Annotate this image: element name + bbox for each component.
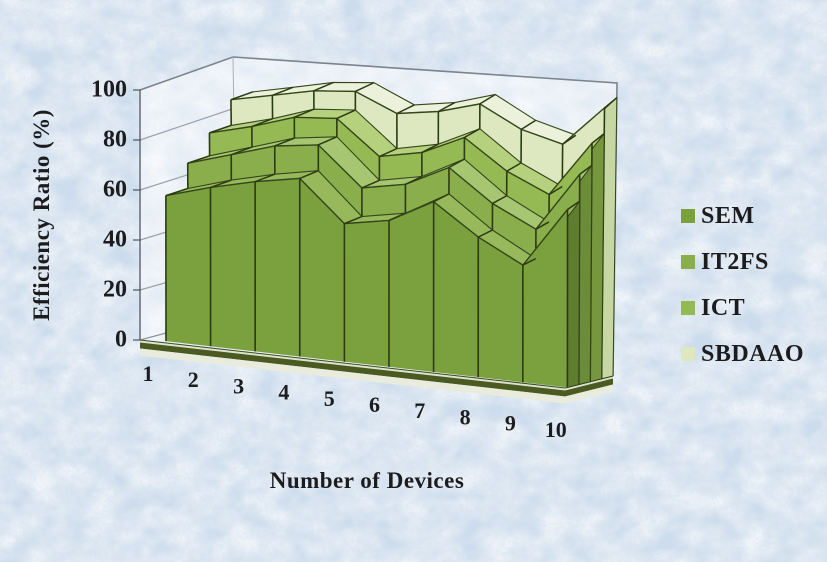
- divider-top: [230, 91, 253, 101]
- y-tick-label-80: 80: [103, 127, 127, 153]
- y-tick-label-100: 100: [91, 77, 127, 103]
- x-tick-label-8: 8: [460, 404, 471, 429]
- divider-top: [506, 162, 522, 172]
- divider-top: [165, 187, 189, 197]
- divider-top: [299, 170, 319, 180]
- y-tick-label-20: 20: [103, 277, 127, 303]
- legend-label-SBDAAO: SBDAAO: [701, 340, 805, 367]
- x-tick-label-10: 10: [545, 417, 567, 442]
- legend-label-IT2FS: IT2FS: [701, 248, 769, 275]
- x-tick-label-9: 9: [505, 411, 516, 436]
- divider-top: [567, 200, 581, 211]
- legend-swatch-ICT: [681, 301, 695, 315]
- legend-item-ICT: ICT: [681, 285, 804, 331]
- x-tick-label-7: 7: [414, 398, 425, 423]
- legend-swatch-SBDAAO: [681, 347, 695, 361]
- ribbon-SEM: [165, 170, 581, 389]
- floor-edge-shadow: [140, 342, 613, 397]
- legend-item-SEM: SEM: [681, 193, 804, 239]
- divider-top: [477, 229, 493, 238]
- divider-top: [272, 86, 294, 97]
- divider-top: [230, 146, 253, 156]
- divider-top: [210, 179, 232, 189]
- divider-top: [396, 104, 415, 115]
- y-tick-label-0: 0: [115, 327, 127, 353]
- legend-swatch-IT2FS: [681, 255, 695, 269]
- ribbon-profile-SBDAAO: [230, 90, 605, 145]
- divider-top: [548, 185, 563, 196]
- divider-top: [361, 179, 380, 189]
- divider-top: [313, 81, 334, 92]
- divider-top: [379, 147, 398, 158]
- x-tick-label-1: 1: [143, 361, 154, 386]
- divider-top: [433, 193, 450, 203]
- divider-top: [187, 155, 210, 164]
- x-tick-label-5: 5: [324, 386, 335, 411]
- divider-top: [437, 101, 456, 113]
- divider-top: [294, 108, 315, 119]
- legend-item-SBDAAO: SBDAAO: [681, 331, 804, 377]
- divider-top: [591, 133, 605, 144]
- divider-top: [274, 137, 295, 147]
- legend-label-ICT: ICT: [701, 294, 746, 321]
- ribbon-side-SEM: [566, 200, 581, 389]
- divider-top: [520, 119, 536, 131]
- divider-top: [535, 221, 550, 230]
- ribbon-front-SEM: [165, 178, 568, 388]
- legend: SEM IT2FS ICT SBDAAO: [681, 193, 804, 377]
- divider-top: [492, 195, 508, 205]
- y-tick-label-60: 60: [103, 177, 127, 203]
- divider-top: [579, 164, 593, 175]
- divider-top: [336, 109, 356, 120]
- ribbon-side-IT2FS: [578, 164, 593, 386]
- legend-swatch-SEM: [681, 209, 695, 223]
- ribbon-profile-SEM: [165, 177, 569, 267]
- divider-top: [344, 215, 363, 225]
- divider-top: [209, 124, 232, 134]
- y-axis-title: Efficiency Ratio (%): [29, 109, 54, 321]
- divider-top: [251, 118, 273, 128]
- divider-top: [318, 136, 338, 146]
- x-tick-label-4: 4: [278, 380, 289, 405]
- divider-top: [388, 212, 406, 222]
- divider-top: [421, 143, 439, 154]
- x-axis-title: Number of Devices: [269, 468, 465, 493]
- divider-top: [448, 158, 465, 169]
- x-tick-label-3: 3: [233, 373, 244, 398]
- divider-top: [405, 175, 423, 186]
- divider-top: [355, 82, 375, 93]
- divider-top: [464, 128, 481, 139]
- legend-label-SEM: SEM: [701, 202, 755, 229]
- divider-top: [562, 134, 577, 145]
- y-tick-label-40: 40: [103, 227, 127, 253]
- ribbon-profile-ICT: [209, 116, 593, 196]
- divider-top: [254, 173, 276, 183]
- divider-top: [522, 257, 537, 266]
- legend-item-IT2FS: IT2FS: [681, 239, 804, 285]
- x-tick-label-6: 6: [369, 392, 380, 417]
- x-tick-label-2: 2: [188, 367, 199, 392]
- floor-side-strip: [140, 348, 613, 404]
- divider-top: [479, 93, 496, 105]
- ribbon-profile-IT2FS: [187, 144, 581, 231]
- divider-top: [604, 97, 618, 109]
